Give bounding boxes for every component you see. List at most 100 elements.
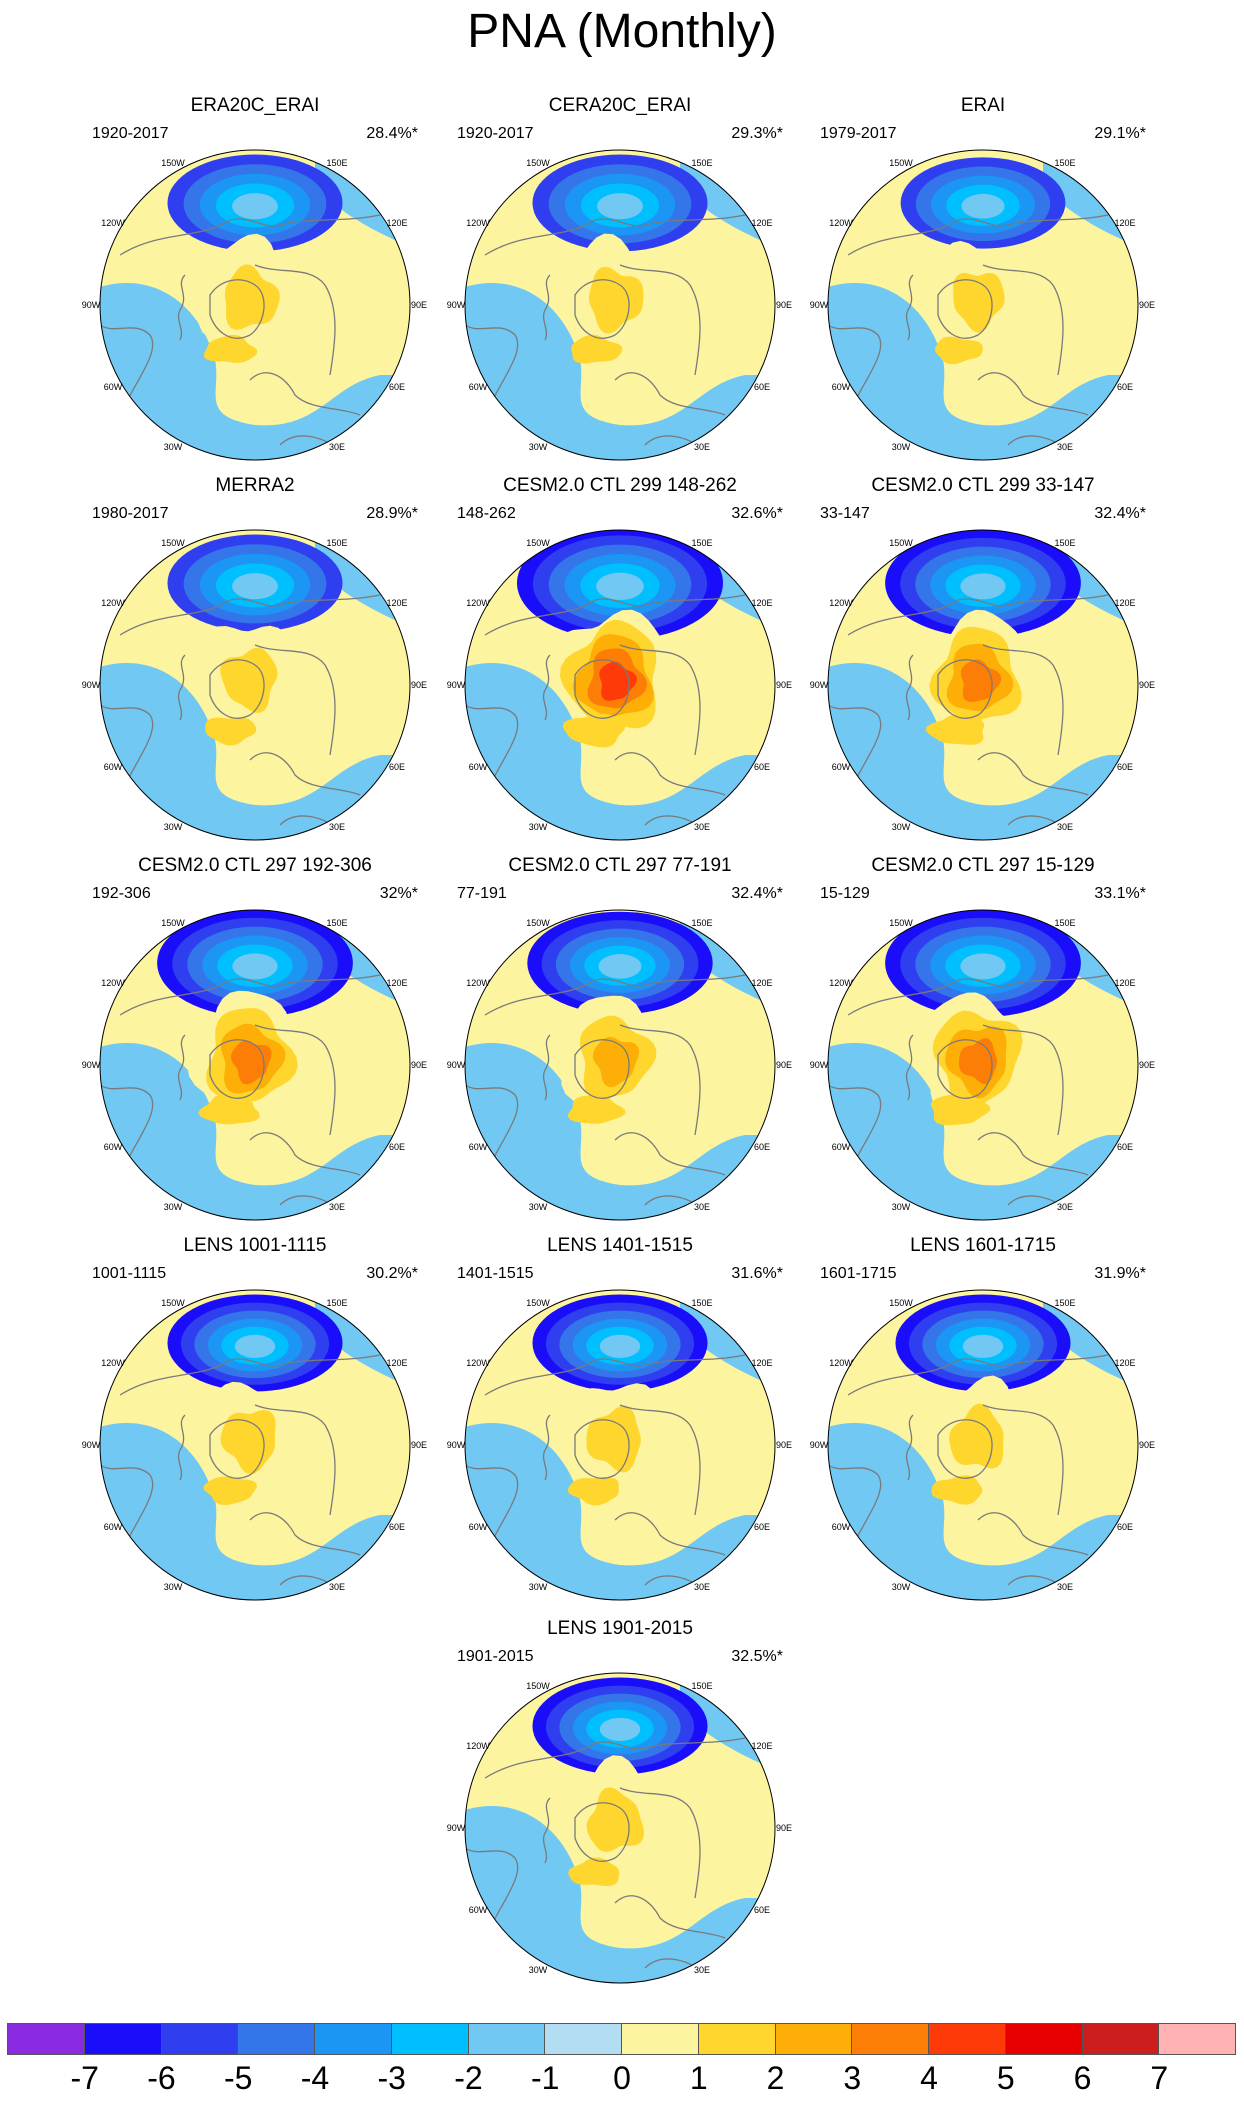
colorbar-label: -7	[70, 2060, 99, 2096]
longitude-label: 30W	[164, 822, 183, 832]
colorbar-label: -6	[147, 2060, 176, 2096]
longitude-label: 180	[975, 905, 990, 906]
longitude-label: 120W	[466, 1741, 490, 1751]
coastline	[465, 1464, 519, 1546]
longitude-label: 120W	[829, 1358, 853, 1368]
longitude-label: 90E	[776, 1440, 792, 1450]
panel-variance: 32.4%*	[1094, 505, 1146, 522]
longitude-label: 120E	[1114, 1358, 1135, 1368]
longitude-label: 150E	[326, 158, 347, 168]
panel-period: 1901-2015	[457, 1648, 534, 1665]
longitude-label: 30W	[529, 822, 548, 832]
coastline	[100, 324, 154, 406]
longitude-label: 60W	[832, 1142, 851, 1152]
panel-title: LENS 1401-1515	[547, 1235, 693, 1256]
longitude-label: 0	[617, 1604, 622, 1605]
panel-title: ERA20C_ERAI	[190, 95, 320, 116]
panel-title: ERAI	[960, 95, 1006, 116]
colorbar-label: 4	[920, 2060, 938, 2096]
longitude-label: 120E	[386, 1358, 407, 1368]
coastline	[937, 279, 993, 339]
longitude-label: 120W	[466, 1358, 490, 1368]
longitude-label: 150E	[1054, 1298, 1075, 1308]
panel-period: 33-147	[820, 505, 870, 522]
longitude-label: 60E	[754, 762, 770, 772]
map-boundary	[99, 149, 411, 461]
panel-variance: 32.4%*	[731, 885, 783, 902]
coastline	[100, 704, 154, 786]
positive-contour	[930, 1094, 991, 1126]
polar-map: 180 150E 120E 90E 60E 30E 0 30W 60W 90W 120W 150W	[447, 145, 792, 465]
longitude-label: 120E	[751, 1358, 772, 1368]
coastline	[937, 659, 993, 719]
coastline	[209, 279, 265, 339]
coastline	[542, 1414, 551, 1481]
negative-field-atlantic	[465, 283, 775, 460]
colorbar-label: 7	[1150, 2060, 1169, 2096]
negative-field-west	[828, 1483, 888, 1532]
coastline	[254, 264, 336, 376]
longitude-label: 180	[612, 1668, 627, 1669]
map-boundary	[464, 909, 776, 1221]
map-panel: MERRA2 1980-2017 28.9%* 180 150E 120E 90E 60E 30…	[80, 475, 430, 845]
longitude-label: 0	[980, 464, 985, 465]
coastline	[619, 264, 701, 376]
longitude-label: 180	[975, 1285, 990, 1286]
longitude-label: 150W	[889, 538, 913, 548]
longitude-label: 0	[252, 1604, 257, 1605]
panel-period: 1601-1715	[820, 1265, 897, 1282]
coastline	[847, 974, 1109, 1016]
longitude-label: 150W	[161, 158, 185, 168]
longitude-label: 120E	[386, 978, 407, 988]
longitude-label: 90W	[810, 680, 829, 690]
colorbar-label: 2	[766, 2060, 785, 2096]
longitude-label: 60W	[469, 1522, 488, 1532]
longitude-label: 180	[247, 145, 262, 146]
coastline	[847, 214, 1109, 256]
colorbar-label: -3	[377, 2060, 406, 2096]
longitude-label: 90E	[411, 300, 427, 310]
panel-variance: 31.9%*	[1094, 1265, 1146, 1282]
longitude-label: 90E	[411, 1440, 427, 1450]
negative-contour	[234, 1334, 276, 1358]
longitude-label: 0	[617, 1987, 622, 1988]
longitude-label: 30W	[529, 442, 548, 452]
longitude-label: 120E	[386, 218, 407, 228]
coastline	[119, 594, 381, 636]
longitude-label: 150W	[526, 158, 550, 168]
coastline	[484, 214, 746, 256]
negative-field-atlantic	[465, 663, 775, 840]
map-boundary	[827, 1289, 1139, 1601]
negative-contour	[232, 573, 278, 600]
negative-field-west	[100, 1483, 160, 1532]
colorbar-box	[774, 2023, 853, 2055]
longitude-label: 60E	[754, 1142, 770, 1152]
polar-map: 180 150E 120E 90E 60E 30E 0 30W 60W 90W 120W 150W	[82, 1285, 427, 1605]
longitude-label: 180	[612, 525, 627, 526]
longitude-label: 30W	[892, 442, 911, 452]
longitude-label: 30E	[329, 1582, 345, 1592]
longitude-label: 30W	[892, 1582, 911, 1592]
longitude-label: 150E	[691, 1681, 712, 1691]
longitude-label: 60E	[1117, 382, 1133, 392]
colorbar-box	[851, 2023, 929, 2055]
map-boundary	[827, 909, 1139, 1221]
panel-variance: 29.3%*	[731, 125, 783, 142]
positive-contour	[567, 1095, 626, 1124]
longitude-label: 90W	[82, 1060, 101, 1070]
colorbar-box	[544, 2023, 622, 2055]
coastline	[574, 659, 630, 719]
longitude-label: 60E	[754, 1522, 770, 1532]
coastline	[119, 214, 381, 256]
colorbar-box	[7, 2023, 85, 2055]
longitude-label: 60E	[1117, 1142, 1133, 1152]
coastline	[982, 1404, 1064, 1516]
colorbar-label: 5	[996, 2060, 1015, 2096]
coastline	[254, 1404, 336, 1516]
coastline	[905, 274, 914, 341]
longitude-label: 30W	[892, 1202, 911, 1212]
coastline	[177, 1414, 186, 1481]
negative-field-west	[100, 1103, 160, 1152]
